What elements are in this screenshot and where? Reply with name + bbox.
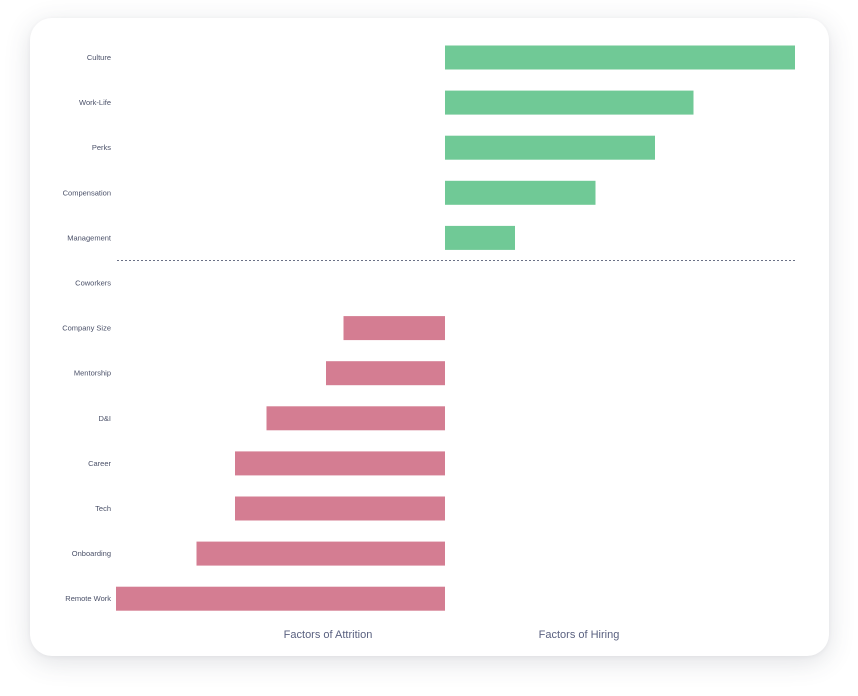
attrition-bar [235,496,445,521]
category-label: Compensation [63,188,111,197]
attrition-bar [196,541,445,566]
hiring-axis-title: Factors of Hiring [539,629,620,641]
hiring-bar [445,90,694,115]
attrition-bar [326,361,445,386]
category-label: Company Size [62,324,111,333]
category-label: D&I [98,414,111,423]
category-label: Coworkers [75,279,111,288]
attrition-axis-title: Factors of Attrition [284,629,373,641]
category-label: Tech [95,504,111,513]
attrition-bar [235,451,445,476]
hiring-bar [445,45,795,70]
category-labels: Culture Work-Life Perks Compensation Managem… [62,53,112,603]
attrition-bar [343,316,445,341]
bars [116,45,795,611]
hiring-bar [445,135,655,160]
category-label: Mentorship [74,369,111,378]
category-label: Work-Life [79,98,111,107]
attrition-bar [116,586,445,611]
category-label: Culture [87,53,111,62]
category-label: Management [67,233,112,242]
category-label: Onboarding [72,549,111,558]
category-label: Remote Work [65,594,111,603]
attrition-bar [266,406,445,431]
category-label: Perks [92,143,111,152]
hiring-bar [445,225,515,250]
hiring-bar [445,180,596,205]
category-label: Career [88,459,111,468]
